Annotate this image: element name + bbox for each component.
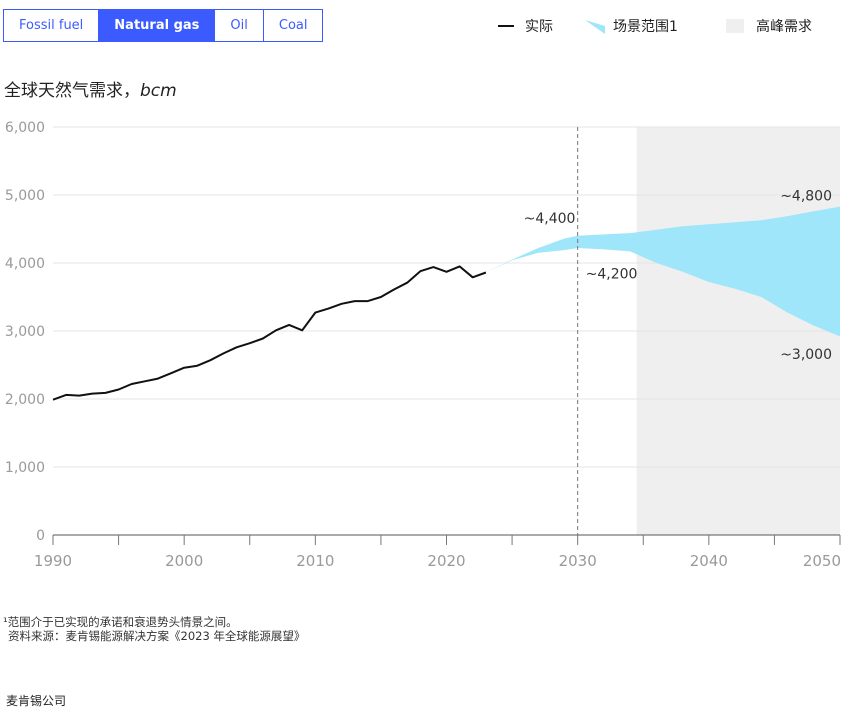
y-tick-label: 5,000 xyxy=(5,188,45,204)
gas-demand-chart: 0 1,000 2,000 3,000 4,000 5,000 6,000 1990 2000 2… xyxy=(5,120,841,570)
legend-peak-label: 高峰需求 xyxy=(756,19,812,35)
tab-fossil-fuel[interactable]: Fossil fuel xyxy=(3,9,100,42)
x-tick-label: 2010 xyxy=(296,552,334,570)
y-tick-label: 3,000 xyxy=(5,324,45,340)
x-tick-label: 2050 xyxy=(803,552,841,570)
chart-title-text: 全球天然气需求， xyxy=(4,81,140,101)
legend-actual-label: 实际 xyxy=(525,19,553,35)
annotation-label: ~4,400 xyxy=(524,211,576,227)
scenario-range-band xyxy=(485,201,840,337)
x-tick-label: 2020 xyxy=(427,552,465,570)
x-tick-label: 2040 xyxy=(690,552,728,570)
x-tick-label: 2030 xyxy=(559,552,597,570)
y-tick-label: 2,000 xyxy=(5,392,45,408)
tab-coal[interactable]: Coal xyxy=(262,9,324,42)
tab-natural-gas[interactable]: Natural gas xyxy=(98,9,216,42)
y-tick-label: 6,000 xyxy=(5,120,45,136)
legend-actual-line-icon xyxy=(498,25,514,27)
chart-title: 全球天然气需求，bcm xyxy=(4,76,177,101)
legend-peak-swatch-icon xyxy=(726,19,744,33)
actual-demand-line xyxy=(52,265,487,401)
x-tick-label: 1990 xyxy=(34,552,72,570)
annotation-label: ~3,000 xyxy=(780,347,832,363)
brand-name: 麦肯锡公司 xyxy=(6,694,67,708)
chart-title-unit: bcm xyxy=(140,81,177,101)
y-tick-label: 0 xyxy=(36,528,45,544)
legend-scenario-label: 场景范围1 xyxy=(613,19,678,35)
tab-oil[interactable]: Oil xyxy=(214,9,264,42)
footnote: ¹范围介于已实现的承诺和衰退势头情景之间。 xyxy=(3,615,238,629)
annotation-label: ~4,200 xyxy=(586,266,638,282)
legend-scenario-swatch-icon xyxy=(585,20,605,34)
y-tick-label: 1,000 xyxy=(5,460,45,476)
fuel-tabs: Fossil fuel Natural gas Oil Coal xyxy=(3,9,324,42)
annotation-label: ~4,800 xyxy=(780,189,832,205)
source-note: 资料来源：麦肯锡能源解决方案《2023 年全球能源展望》 xyxy=(8,629,306,643)
y-tick-label: 4,000 xyxy=(5,256,45,272)
x-tick-label: 2000 xyxy=(165,552,203,570)
